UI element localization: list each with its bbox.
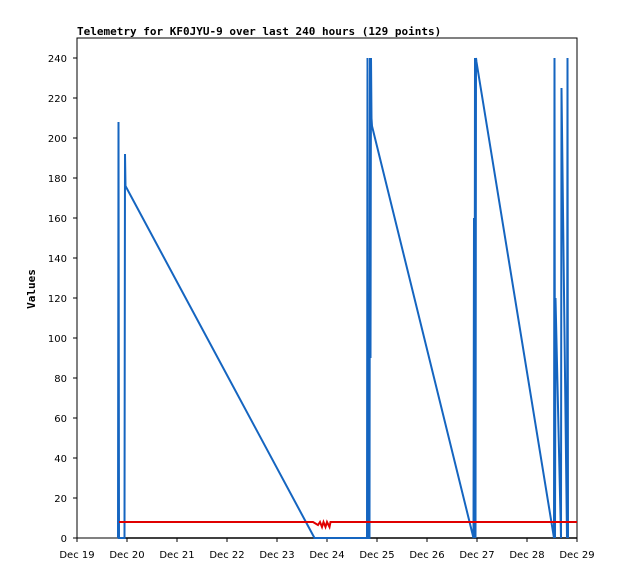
- x-tick-label: Dec 26: [409, 550, 444, 561]
- y-tick-label: 180: [48, 174, 67, 185]
- y-tick-label: 40: [54, 454, 67, 465]
- y-tick-label: 20: [54, 494, 67, 505]
- y-tick-label: 240: [48, 54, 67, 65]
- y-tick-label: 0: [61, 534, 67, 545]
- series-line-2: [119, 518, 577, 531]
- x-tick-label: Dec 23: [259, 550, 294, 561]
- y-tick-label: 140: [48, 254, 67, 265]
- x-tick-label: Dec 21: [159, 550, 194, 561]
- x-tick-label: Dec 20: [109, 550, 144, 561]
- x-tick-label: Dec 28: [509, 550, 544, 561]
- series-line-1: [117, 57, 569, 539]
- y-tick-label: 160: [48, 214, 67, 225]
- y-tick-label: 120: [48, 294, 67, 305]
- y-axis-label: Values: [25, 269, 38, 309]
- x-tick-label: Dec 29: [559, 550, 594, 561]
- x-tick-label: Dec 19: [59, 550, 94, 561]
- y-tick-label: 220: [48, 94, 67, 105]
- series-layer: [117, 57, 577, 539]
- y-axis: 0 20 40 60 80 100 120 140 160 180 200 220 240: [48, 54, 77, 545]
- chart-title: Telemetry for KF0JYU-9 over last 240 hou…: [77, 25, 441, 38]
- x-tick-label: Dec 25: [359, 550, 394, 561]
- y-tick-label: 80: [54, 374, 67, 385]
- y-tick-label: 100: [48, 334, 67, 345]
- x-tick-label: Dec 22: [209, 550, 244, 561]
- y-tick-label: 60: [54, 414, 67, 425]
- x-tick-label: Dec 24: [309, 550, 344, 561]
- y-tick-label: 200: [48, 134, 67, 145]
- x-tick-label: Dec 27: [459, 550, 494, 561]
